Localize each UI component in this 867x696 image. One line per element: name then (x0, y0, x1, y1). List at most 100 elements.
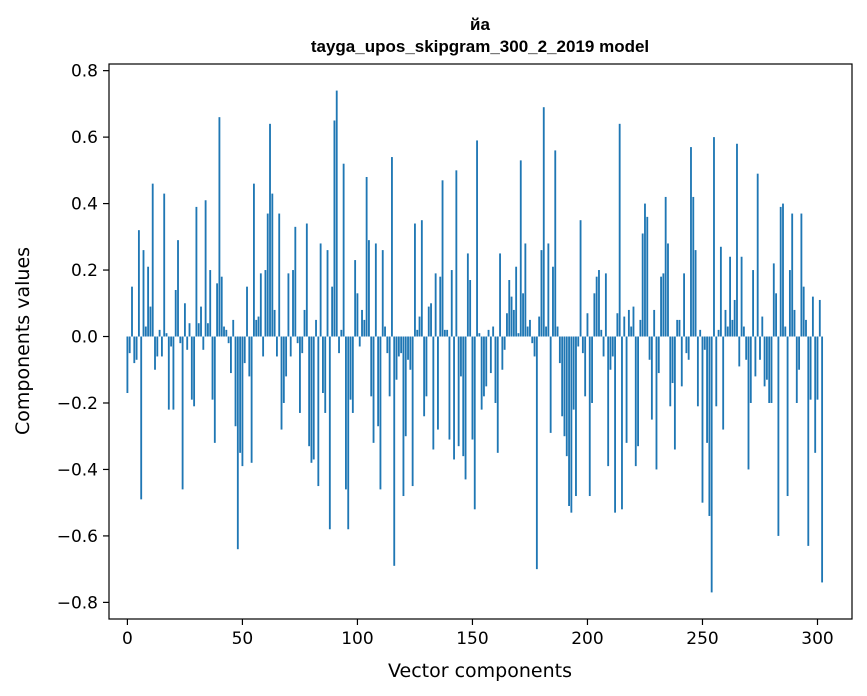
bar-292 (798, 336, 801, 370)
bar-244 (687, 336, 690, 360)
bar-210 (609, 336, 612, 370)
bar-143 (455, 170, 458, 337)
bar-254 (710, 336, 713, 593)
bar-55 (253, 183, 255, 337)
bar-90 (333, 120, 336, 337)
bar-68 (282, 336, 285, 403)
bar-289 (791, 213, 794, 337)
bar-201 (588, 336, 591, 497)
bar-99 (354, 260, 357, 337)
bar-238 (673, 336, 676, 450)
bar-149 (469, 280, 472, 337)
bar-233 (662, 273, 665, 337)
bar-71 (289, 336, 292, 357)
bar-107 (372, 336, 375, 443)
bar-280 (770, 336, 773, 403)
bar-132 (430, 303, 432, 337)
bar-89 (331, 286, 334, 337)
bar-98 (351, 336, 354, 413)
x-axis-ticks: 0 50 100 150 200 250 300 (122, 619, 834, 649)
bar-281 (772, 263, 775, 337)
bar-17 (165, 333, 168, 337)
bar-273 (754, 336, 757, 377)
bar-8 (144, 326, 147, 337)
bar-30 (195, 206, 198, 337)
bar-65 (276, 336, 278, 357)
bar-269 (745, 336, 748, 360)
x-tick-label: 150 (456, 629, 488, 649)
bar-214 (618, 123, 621, 337)
bar-203 (593, 293, 596, 337)
y-tick-label: −0.6 (57, 527, 98, 547)
bar-274 (756, 173, 759, 337)
bar-6 (140, 336, 143, 500)
bar-51 (243, 336, 246, 364)
bar-270 (747, 336, 750, 470)
bars-group (126, 90, 824, 593)
x-tick-label: 200 (571, 629, 603, 649)
bar-61 (266, 213, 269, 337)
bar-93 (340, 329, 343, 337)
bar-202 (591, 336, 593, 403)
y-tick-label: −0.8 (57, 593, 98, 613)
bar-114 (388, 336, 391, 397)
bar-80 (310, 336, 313, 463)
bar-1 (128, 336, 131, 354)
chart-title-line1: йа (470, 15, 490, 34)
bar-276 (761, 316, 764, 337)
bar-199 (584, 336, 587, 397)
bar-284 (779, 206, 782, 337)
bar-200 (586, 313, 589, 337)
bar-54 (250, 336, 253, 463)
y-tick-label: 0.4 (71, 195, 98, 215)
bar-113 (386, 336, 389, 354)
bar-221 (634, 336, 637, 467)
bar-130 (425, 336, 428, 397)
bar-241 (680, 336, 683, 387)
bar-92 (338, 336, 340, 354)
bar-127 (418, 316, 421, 337)
bar-196 (577, 336, 580, 347)
bar-226 (646, 216, 649, 337)
bar-194 (572, 336, 575, 410)
bar-140 (448, 336, 451, 440)
bar-283 (777, 336, 780, 536)
bar-9 (147, 266, 150, 337)
bar-15 (160, 336, 163, 357)
bar-3 (133, 336, 136, 364)
bar-62 (269, 123, 271, 337)
bar-223 (639, 319, 642, 337)
bar-261 (726, 326, 729, 337)
bar-258 (719, 246, 722, 337)
bar-81 (312, 336, 315, 460)
bar-118 (397, 336, 400, 357)
bar-33 (202, 336, 205, 350)
bar-287 (786, 336, 789, 497)
bar-0 (126, 336, 129, 394)
bar-29 (193, 336, 196, 407)
bar-16 (163, 193, 166, 337)
bar-36 (209, 270, 212, 337)
bar-206 (600, 329, 603, 337)
bar-59 (262, 336, 265, 357)
y-tick-label: 0.8 (71, 62, 98, 82)
bar-142 (453, 336, 455, 460)
bar-266 (738, 336, 741, 367)
bar-272 (752, 270, 755, 337)
bar-116 (393, 336, 396, 566)
bar-234 (664, 196, 667, 337)
bar-67 (280, 336, 283, 430)
bar-63 (271, 193, 274, 337)
bar-262 (729, 256, 731, 337)
bar-173 (524, 243, 527, 337)
bar-168 (512, 309, 515, 337)
bar-41 (220, 276, 223, 337)
bar-198 (581, 336, 584, 354)
bar-19 (170, 336, 173, 347)
bar-121 (404, 336, 407, 437)
bar-85 (322, 336, 324, 394)
bar-193 (570, 336, 573, 513)
bar-166 (508, 280, 511, 337)
bar-257 (717, 329, 720, 337)
bar-109 (377, 336, 380, 427)
